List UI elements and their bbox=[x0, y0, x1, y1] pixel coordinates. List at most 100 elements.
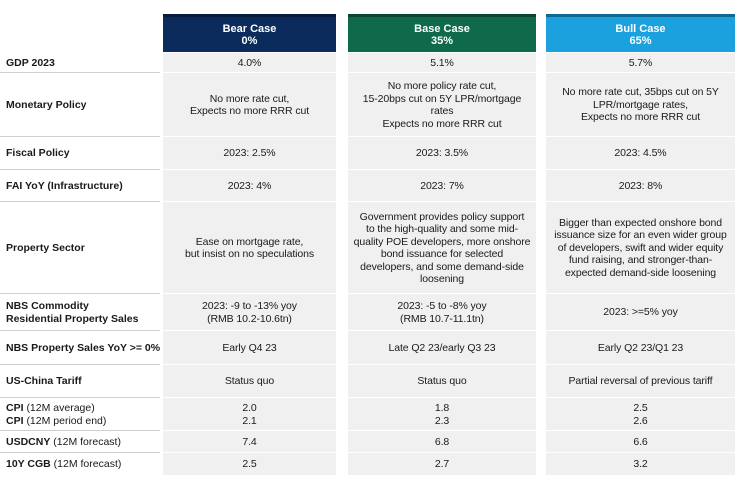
table-cell: 2023: 4.5% bbox=[546, 137, 735, 170]
row-divider bbox=[348, 330, 536, 331]
table-cell: No more rate cut, 35bps cut on 5Y LPR/mor… bbox=[546, 73, 735, 137]
cell-line: Government provides policy support bbox=[359, 210, 525, 223]
scenario-probability: 0% bbox=[241, 34, 258, 47]
cell-line: Expects no more RRR cut bbox=[382, 117, 502, 130]
scenario-title: Base Case bbox=[414, 22, 470, 35]
label-divider bbox=[0, 72, 160, 73]
cell-line: quality POE developers, more onshore bbox=[353, 235, 531, 248]
row-divider bbox=[348, 72, 536, 73]
row-label-line: NBS Property Sales YoY >= 0% bbox=[6, 342, 160, 355]
cell-line: 3.2 bbox=[633, 457, 648, 470]
table-cell: Late Q2 23/early Q3 23 bbox=[348, 331, 536, 365]
row-divider bbox=[163, 364, 336, 365]
label-text: USDCNY bbox=[6, 435, 51, 448]
row-label: GDP 2023 bbox=[0, 53, 160, 73]
cell-line: issuance size for an even wider group bbox=[554, 229, 727, 242]
cell-line: expected demand-side loosening bbox=[564, 266, 717, 279]
label-note: (12M period end) bbox=[26, 414, 107, 427]
scenario-probability: 35% bbox=[430, 34, 454, 47]
row-label: 10Y CGB (12M forecast) bbox=[0, 453, 160, 475]
cell-line: Ease on mortgage rate, bbox=[195, 235, 304, 248]
row-divider bbox=[546, 72, 735, 73]
column-background bbox=[163, 53, 336, 475]
cell-line: 6.8 bbox=[434, 435, 450, 448]
column-background bbox=[546, 53, 735, 475]
cell-line: No more rate cut, bbox=[209, 92, 290, 105]
label-text: CPI bbox=[6, 402, 24, 414]
label-divider bbox=[0, 430, 160, 431]
label-text: Residential Property Sales bbox=[6, 312, 139, 325]
row-label: FAI YoY (Infrastructure) bbox=[0, 170, 160, 202]
cell-line: LPR/mortgage rates, bbox=[593, 98, 688, 111]
label-text: 10Y CGB bbox=[6, 457, 51, 470]
row-divider bbox=[163, 201, 336, 202]
table-cell: 2023: 8% bbox=[546, 170, 735, 202]
row-label-line: US-China Tariff bbox=[6, 375, 160, 388]
cell-line: 2.6 bbox=[633, 414, 648, 427]
table-cell: 2023: 3.5% bbox=[348, 137, 536, 170]
label-text: Property Sector bbox=[6, 241, 85, 254]
cell-line: 2.5 bbox=[242, 457, 257, 470]
row-label: Property Sector bbox=[0, 202, 160, 294]
row-label-line: USDCNY (12M forecast) bbox=[6, 436, 160, 449]
cell-line: 2023: >=5% yoy bbox=[603, 306, 678, 319]
label-text: Monetary Policy bbox=[6, 98, 87, 111]
table-cell: Partial reversal of previous tariff bbox=[546, 365, 735, 398]
row-label: NBS Commodity Residential Property Sales bbox=[0, 294, 160, 331]
cell-line: 2023: 4.5% bbox=[614, 147, 667, 160]
row-label-line: CPI (12M average) bbox=[6, 402, 160, 415]
table-cell: Early Q2 23/Q1 23 bbox=[546, 331, 735, 365]
row-divider bbox=[348, 169, 536, 170]
label-divider bbox=[0, 293, 160, 294]
label-text: GDP 2023 bbox=[6, 56, 55, 69]
row-divider bbox=[163, 330, 336, 331]
label-text: CPI bbox=[6, 414, 24, 427]
table-cell: 5.7% bbox=[546, 53, 735, 73]
cell-line: 2.5 bbox=[633, 402, 648, 414]
label-text: Fiscal Policy bbox=[6, 147, 70, 160]
row-label-line: Property Sector bbox=[6, 242, 160, 255]
table-cell: Status quo bbox=[348, 365, 536, 398]
table-cell: 2023: 7% bbox=[348, 170, 536, 202]
label-text: NBS Property Sales YoY >= 0% bbox=[6, 341, 161, 354]
row-label: Monetary Policy bbox=[0, 73, 160, 137]
row-divider bbox=[546, 293, 735, 294]
row-divider bbox=[163, 72, 336, 73]
table-cell: 2.5 2.6 bbox=[546, 398, 735, 431]
cell-line: Status quo bbox=[224, 375, 275, 388]
row-label: Fiscal Policy bbox=[0, 137, 160, 170]
cell-line: Expects no more RRR cut bbox=[189, 105, 310, 117]
label-divider bbox=[0, 452, 160, 453]
row-divider bbox=[163, 136, 336, 137]
table-cell: 6.6 bbox=[546, 431, 735, 453]
cell-line: 2023: 2.5% bbox=[223, 147, 276, 160]
cell-line: but insist on no speculations bbox=[184, 248, 315, 260]
cell-line: 1.8 bbox=[434, 402, 450, 414]
table-cell: Early Q4 23 bbox=[163, 331, 336, 365]
cell-line: 2.3 bbox=[434, 414, 450, 427]
row-label: NBS Property Sales YoY >= 0% bbox=[0, 331, 160, 365]
row-label-line: FAI YoY (Infrastructure) bbox=[6, 180, 160, 193]
table-cell: 4.0% bbox=[163, 53, 336, 73]
row-divider bbox=[163, 293, 336, 294]
label-divider bbox=[0, 201, 160, 202]
row-label-line: GDP 2023 bbox=[6, 57, 160, 70]
table-cell: 1.8 2.3 bbox=[348, 398, 536, 431]
cell-line: bond issuance for selected bbox=[380, 248, 504, 260]
cell-line: 5.1% bbox=[430, 56, 454, 69]
row-divider bbox=[348, 293, 536, 294]
row-divider bbox=[348, 452, 536, 453]
cell-line: 2.7 bbox=[434, 457, 450, 470]
cell-line: Early Q2 23/Q1 23 bbox=[597, 341, 684, 354]
cell-line: 2023: 8% bbox=[618, 179, 663, 192]
label-divider bbox=[0, 330, 160, 331]
cell-line: to the high-quality and some mid- bbox=[366, 223, 518, 235]
cell-line: 2.1 bbox=[242, 414, 257, 427]
row-divider bbox=[546, 136, 735, 137]
label-note: (12M forecast) bbox=[53, 457, 122, 470]
table-cell: 2023: -5 to -8% yoy (RMB 10.7-11.1tn) bbox=[348, 294, 536, 331]
column-header: Bull Case 65% bbox=[546, 14, 735, 52]
label-divider bbox=[0, 397, 160, 398]
cell-line: Early Q4 23 bbox=[222, 341, 277, 354]
table-cell: 7.4 bbox=[163, 431, 336, 453]
